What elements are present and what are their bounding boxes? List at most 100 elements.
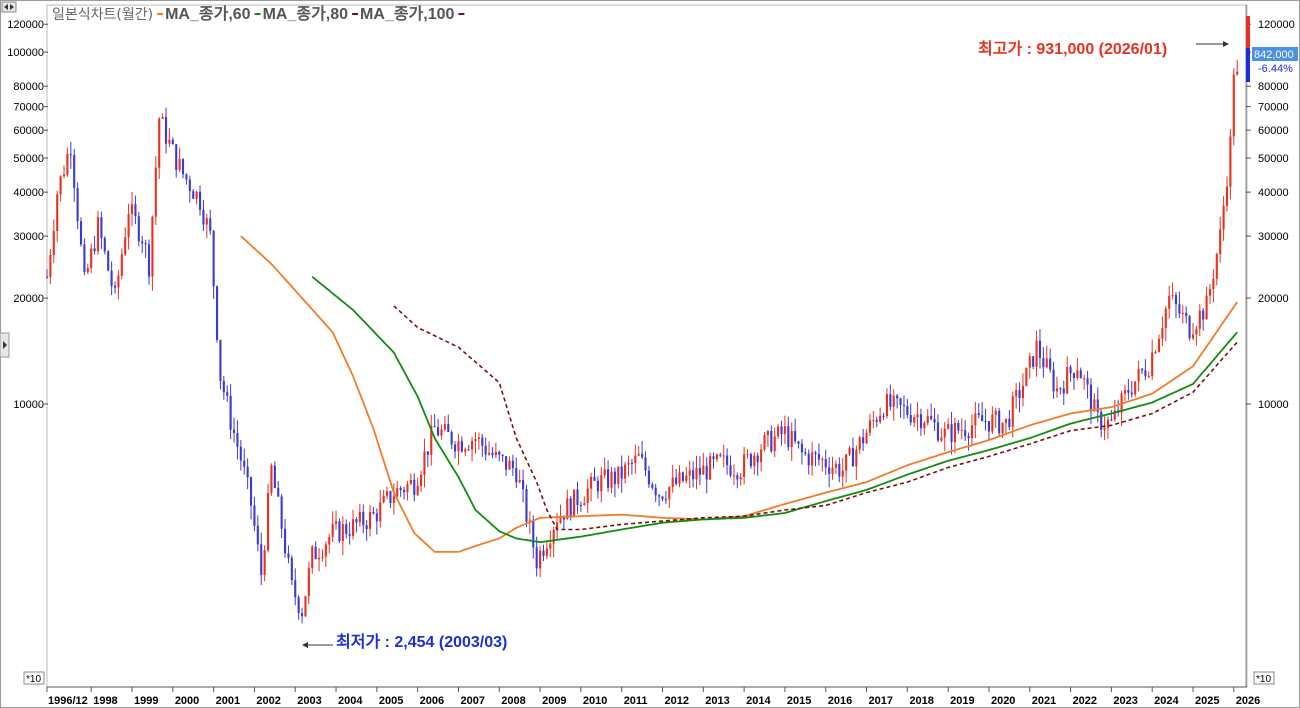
candle bbox=[416, 477, 419, 497]
candle bbox=[215, 285, 219, 343]
scroll-arrows-icon[interactable] bbox=[1, 1, 17, 13]
candle bbox=[45, 269, 49, 279]
candle bbox=[1232, 68, 1235, 146]
candle bbox=[1171, 282, 1174, 300]
candle bbox=[913, 414, 916, 428]
candle bbox=[1035, 330, 1038, 377]
candle bbox=[1059, 387, 1062, 395]
candle bbox=[96, 210, 100, 255]
candle bbox=[1042, 347, 1045, 378]
candle bbox=[1208, 283, 1212, 304]
candle bbox=[1123, 384, 1127, 402]
candle bbox=[222, 375, 225, 400]
x-tick-label: 2013 bbox=[705, 695, 729, 707]
x-tick-label: 2010 bbox=[583, 695, 607, 707]
candle bbox=[62, 165, 66, 179]
candle bbox=[889, 384, 892, 411]
candle bbox=[76, 182, 79, 230]
legend-item-label: MA_종가,60 bbox=[165, 5, 251, 23]
candle bbox=[178, 147, 181, 173]
candle bbox=[464, 447, 467, 457]
candle bbox=[627, 455, 630, 477]
candle bbox=[246, 458, 249, 490]
y-tick-label-right: 10000 bbox=[1258, 399, 1289, 411]
candle bbox=[525, 484, 528, 528]
candle bbox=[899, 397, 902, 418]
candle bbox=[845, 453, 848, 483]
y-tick-label-right: 30000 bbox=[1258, 231, 1289, 243]
candle bbox=[936, 414, 940, 443]
candle bbox=[872, 410, 875, 429]
candle bbox=[515, 457, 518, 489]
candle bbox=[239, 440, 242, 471]
axis-multiplier-left: *10 bbox=[23, 671, 45, 685]
candle bbox=[998, 407, 1001, 436]
candle bbox=[780, 420, 783, 446]
candle bbox=[902, 395, 905, 420]
candle bbox=[154, 156, 157, 226]
candle bbox=[426, 451, 429, 468]
candle bbox=[559, 504, 562, 524]
candle bbox=[855, 445, 858, 480]
ma-line-60 bbox=[240, 235, 1238, 553]
candle bbox=[892, 389, 895, 421]
candle bbox=[862, 428, 865, 452]
candle bbox=[678, 465, 681, 488]
candle bbox=[953, 417, 957, 454]
candle bbox=[290, 555, 293, 585]
candle bbox=[800, 439, 803, 465]
candle bbox=[811, 442, 814, 476]
candle bbox=[542, 544, 545, 562]
candle bbox=[270, 463, 273, 496]
candle bbox=[249, 476, 253, 520]
candle bbox=[630, 458, 633, 475]
candle bbox=[712, 452, 715, 469]
candle bbox=[437, 418, 440, 437]
candle bbox=[1222, 196, 1225, 241]
candle bbox=[348, 521, 351, 545]
candle bbox=[1066, 356, 1069, 395]
candle bbox=[661, 495, 664, 502]
candle bbox=[943, 422, 946, 452]
candle bbox=[477, 432, 480, 450]
legend-item-label: MA_종가,100 bbox=[360, 5, 454, 23]
candle bbox=[957, 419, 960, 434]
candle bbox=[732, 464, 735, 485]
candle bbox=[960, 418, 963, 440]
candle bbox=[202, 199, 205, 231]
low-annotation-label: 최저가 : 2,454 (2003/03) bbox=[336, 632, 507, 651]
legend-title: 일본식차트(월간) bbox=[52, 7, 153, 23]
candle bbox=[324, 541, 327, 567]
candle bbox=[498, 450, 501, 462]
candle bbox=[314, 541, 317, 560]
candle bbox=[532, 515, 535, 559]
candle bbox=[675, 469, 678, 486]
candle bbox=[814, 450, 817, 467]
candle bbox=[790, 422, 793, 461]
candle bbox=[56, 190, 59, 243]
side-panel-toggle-icon[interactable] bbox=[0, 332, 10, 358]
x-tick-label: 2012 bbox=[665, 695, 689, 707]
candle bbox=[457, 434, 460, 465]
candle bbox=[232, 417, 236, 443]
candle bbox=[365, 519, 368, 541]
candle bbox=[379, 490, 382, 528]
candle bbox=[1154, 349, 1157, 355]
y-tick-label-left: 60000 bbox=[13, 125, 44, 137]
candle bbox=[100, 211, 103, 249]
candle bbox=[52, 219, 55, 264]
candle bbox=[181, 158, 185, 179]
candle bbox=[209, 209, 212, 235]
candle bbox=[1083, 374, 1086, 390]
ma-line-100 bbox=[393, 305, 1238, 531]
candle bbox=[698, 456, 701, 486]
candle bbox=[1106, 416, 1110, 439]
x-tick-label: 2004 bbox=[338, 695, 363, 707]
candle bbox=[372, 506, 375, 515]
candle bbox=[1076, 357, 1079, 381]
candle bbox=[83, 238, 86, 276]
candle bbox=[647, 465, 650, 488]
candle bbox=[1219, 216, 1222, 263]
y-tick-label-right: 60000 bbox=[1258, 125, 1289, 137]
x-tick-label: 2009 bbox=[542, 695, 566, 707]
